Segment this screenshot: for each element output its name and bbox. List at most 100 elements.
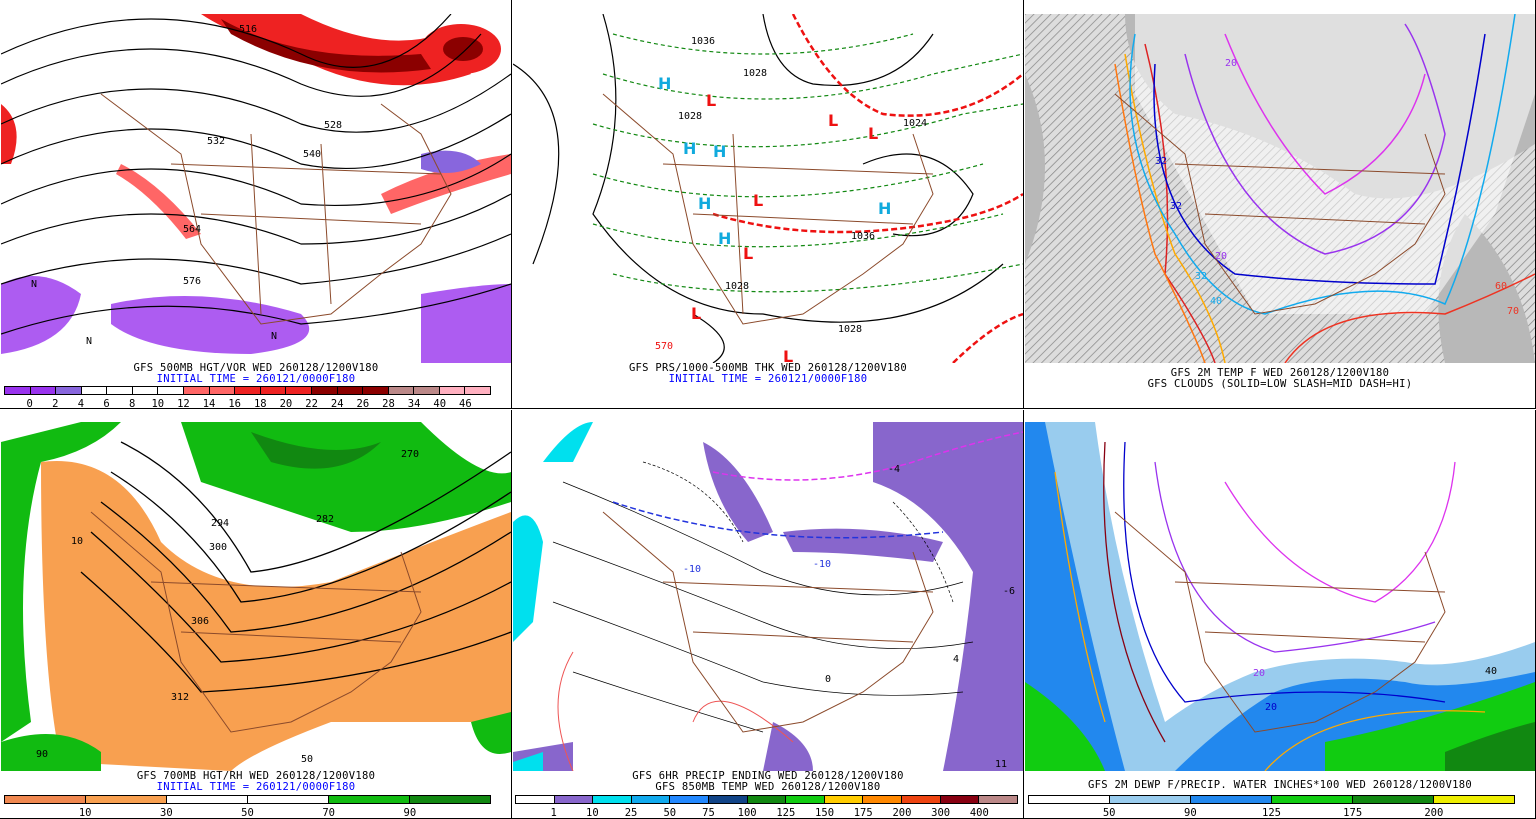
- legend-label: 200: [1424, 807, 1444, 819]
- map-500mb: 516 528 532 540 564 576 N N N: [1, 14, 511, 363]
- legend-swatch: [709, 796, 748, 803]
- high-pressure-symbol: H: [658, 74, 671, 93]
- thickness-contours: [592, 33, 1023, 293]
- legend-label: 1: [550, 807, 557, 819]
- legend-swatch: [747, 796, 787, 803]
- height-contours: [1, 14, 511, 335]
- legend-swatch: [167, 796, 248, 803]
- legend-label: 150: [815, 807, 835, 819]
- contour-label: 90: [36, 749, 48, 760]
- legend-label: 34: [407, 398, 421, 410]
- panel-500mb-height-vorticity: 516 528 532 540 564 576 N N N GFS 500MB …: [0, 0, 512, 410]
- contour-label: 32: [1170, 201, 1182, 212]
- contour-label: 1028: [743, 68, 767, 79]
- contour-label: 4: [953, 654, 959, 665]
- legend-swatch: [1434, 796, 1514, 803]
- legend-swatch: [1353, 796, 1434, 803]
- legend-label: 50: [663, 807, 677, 819]
- precip-shading: [513, 422, 1023, 771]
- contour-label: 306: [191, 616, 209, 627]
- panel-title: GFS 6HR PRECIP ENDING WED 260128/1200V18…: [632, 770, 904, 782]
- contour-label: 1024: [903, 118, 927, 129]
- legend-swatch: [81, 387, 108, 394]
- color-legend: [1028, 795, 1515, 804]
- legend-swatch: [158, 387, 185, 394]
- legend-label: 4: [77, 398, 85, 410]
- contour-label: 20: [1253, 668, 1265, 679]
- political-boundaries: [1114, 93, 1446, 315]
- legend-label: 22: [305, 398, 318, 410]
- legend-swatch: [465, 387, 490, 394]
- legend-swatch: [410, 796, 490, 803]
- moist-rh-shading: [1, 422, 121, 742]
- color-legend: [4, 386, 491, 395]
- legend-label: 16: [228, 398, 241, 410]
- contour-label: 270: [401, 449, 419, 460]
- legend-swatch: [388, 387, 415, 394]
- contour-label: 20: [1215, 251, 1227, 262]
- high-pressure-symbol: H: [713, 142, 726, 161]
- legend-label: 100: [737, 807, 757, 819]
- legend-swatch: [1191, 796, 1272, 803]
- legend-label: 125: [776, 807, 796, 819]
- low-pressure-symbol: L: [706, 91, 716, 110]
- contour-label: 0: [825, 674, 831, 685]
- contour-label: 60: [1495, 281, 1507, 292]
- legend-labels: 0 2 4 6 8 10 12 14 16 18 20 22 24 26 28 34 40 46: [4, 398, 491, 410]
- panel-subtitle: GFS CLOUDS (SOLID=LOW SLASH=MID DASH=HI): [1147, 378, 1413, 390]
- legend-label: 10: [78, 807, 92, 819]
- contour-label: 300: [209, 542, 227, 553]
- legend-labels: 50 90 125 175 200: [1028, 807, 1515, 819]
- panel-title: GFS 700MB HGT/RH WED 260128/1200V180: [136, 770, 376, 782]
- legend-label: 25: [624, 807, 638, 819]
- map-dewpoint: 20 20 40: [1025, 422, 1535, 771]
- high-pressure-symbol: H: [683, 139, 696, 158]
- legend-label: 14: [202, 398, 216, 410]
- contour-label: 1036: [851, 231, 875, 242]
- panel-subtitle: INITIAL TIME = 260121/0000F180: [156, 781, 356, 793]
- legend-swatch: [863, 796, 903, 803]
- legend-label: 10: [151, 398, 165, 410]
- panel-subtitle: INITIAL TIME = 260121/0000F180: [668, 373, 868, 385]
- legend-label: 12: [177, 398, 190, 410]
- legend-label: 28: [382, 398, 395, 410]
- legend-swatch: [1029, 796, 1110, 803]
- legend-label: 90: [1184, 807, 1197, 819]
- legend-swatch: [5, 796, 86, 803]
- legend-swatch: [670, 796, 710, 803]
- contour-label: 40: [1485, 666, 1497, 677]
- panel-title: GFS 2M TEMP F WED 260128/1200V180: [1170, 367, 1390, 379]
- political-boundaries: [1114, 511, 1446, 733]
- political-boundaries: [100, 93, 452, 325]
- legend-swatch: [1272, 796, 1353, 803]
- legend-swatch: [363, 387, 389, 394]
- contour-label: 20: [1265, 702, 1277, 713]
- contour-label: 1028: [678, 111, 702, 122]
- legend-swatch: [30, 387, 57, 394]
- panel-700mb-height-rh: 270 282 294 300 306 312 10 50 90 GFS 700…: [0, 410, 512, 819]
- legend-swatch: [260, 387, 287, 394]
- panel-2m-temp-clouds: 20 32 32 20 32 40 60 70 GFS 2M TEMP F WE…: [1024, 0, 1536, 409]
- legend-swatch: [248, 796, 329, 803]
- panel-subtitle: GFS 850MB TEMP WED 260128/1200V180: [655, 781, 881, 793]
- legend-swatch: [516, 796, 555, 803]
- political-boundaries: [90, 511, 422, 733]
- legend-label: 30: [160, 807, 173, 819]
- legend-label: 75: [702, 807, 715, 819]
- panel-pressure-thickness: H H H H H H L L L L L L L 1036 1028 1028…: [512, 0, 1024, 409]
- legend-swatch: [824, 796, 864, 803]
- legend-labels: 10 30 50 70 90: [4, 807, 491, 819]
- vorticity-min-symbol: N: [271, 331, 277, 342]
- legend-swatch: [414, 387, 440, 394]
- legend-swatch: [132, 387, 159, 394]
- legend-swatch: [56, 387, 82, 394]
- contour-label: 540: [303, 149, 321, 160]
- legend-label: 24: [330, 398, 344, 410]
- legend-label: 400: [969, 807, 989, 819]
- legend-swatch: [631, 796, 671, 803]
- contour-label: 516: [239, 24, 257, 35]
- low-pressure-symbol: L: [868, 124, 878, 143]
- low-pressure-symbol: L: [753, 191, 763, 210]
- legend-swatch: [554, 796, 594, 803]
- legend-label: 26: [356, 398, 370, 410]
